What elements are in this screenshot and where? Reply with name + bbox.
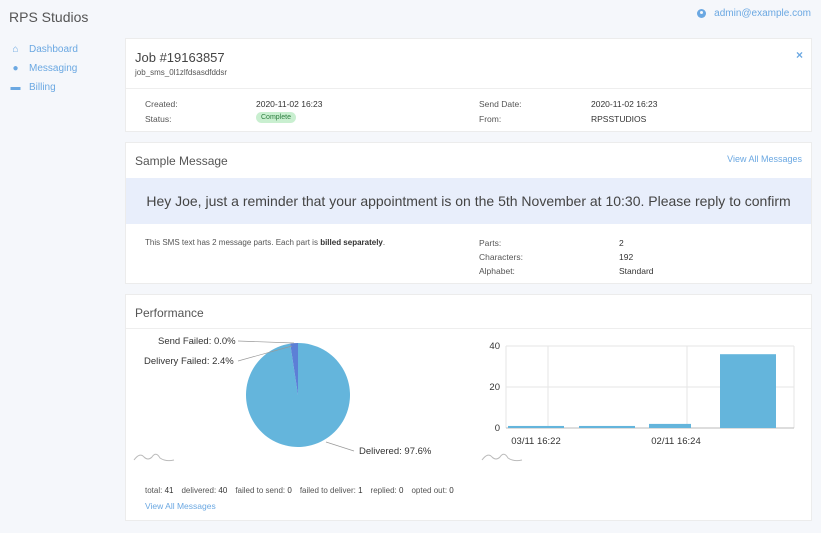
- send-date-label: Send Date:: [479, 99, 522, 109]
- alphabet-value: Standard: [619, 266, 654, 276]
- stat-value: 0: [399, 486, 404, 495]
- stat-label: delivered:: [181, 486, 217, 495]
- home-icon: ⌂: [12, 44, 19, 55]
- stat-label: failed to deliver:: [299, 486, 356, 495]
- chart-loader-icon: [481, 453, 523, 462]
- bar-chart: 0 20 40 03/11 16:22 02/11 16:24: [481, 341, 795, 462]
- bar: [508, 425, 564, 428]
- note-suffix: .: [382, 238, 386, 247]
- job-title: Job #19163857: [135, 50, 225, 65]
- stat-opted-out: opted out: 0: [411, 486, 453, 495]
- sms-parts-note: This SMS text has 2 message parts. Each …: [145, 238, 385, 247]
- parts-value: 2: [619, 238, 624, 248]
- stat-label: replied:: [370, 486, 397, 495]
- money-icon: ▬: [10, 82, 21, 93]
- stat-delivered: delivered: 40: [181, 486, 227, 495]
- created-label: Created:: [145, 99, 178, 109]
- note-bold: billed separately: [320, 238, 383, 247]
- sidebar-item-billing[interactable]: ▬ Billing: [10, 78, 78, 97]
- sidebar-item-dashboard[interactable]: ⌂ Dashboard: [10, 40, 78, 59]
- divider: [126, 328, 811, 329]
- divider: [126, 88, 811, 89]
- x-tick-label: 03/11 16:22: [511, 436, 560, 447]
- view-all-messages-link[interactable]: View All Messages: [727, 154, 802, 164]
- pie-slice: [290, 343, 298, 395]
- sidebar-item-label: Dashboard: [29, 44, 78, 55]
- from-label: From:: [479, 114, 502, 124]
- performance-title: Performance: [135, 306, 204, 320]
- pie-label: Delivery Failed: 2.4%: [144, 356, 234, 367]
- stat-value: 41: [164, 486, 174, 495]
- status-badge: Complete: [256, 112, 296, 123]
- performance-stats: total: 41 delivered: 40 failed to send: …: [145, 486, 454, 495]
- performance-card: Performance Send Failed: 0.0% Delivery Fa…: [125, 294, 812, 521]
- sample-message-text: Hey Joe, just a reminder that your appoi…: [126, 178, 811, 224]
- pie-chart: Send Failed: 0.0% Delivery Failed: 2.4% De…: [133, 336, 432, 462]
- app-title: RPS Studios: [9, 9, 89, 25]
- parts-label: Parts:: [479, 238, 502, 248]
- from-value: RPSSTUDIOS: [591, 114, 647, 124]
- alphabet-label: Alphabet:: [479, 266, 515, 276]
- chart-loader-icon: [133, 453, 175, 462]
- sidebar-item-label: Billing: [29, 82, 56, 93]
- user-circle-icon: [697, 9, 707, 18]
- stat-total: total: 41: [145, 486, 173, 495]
- y-tick-label: 40: [489, 341, 500, 352]
- stat-value: 0: [287, 486, 292, 495]
- sample-message-card: Sample Message View All Messages Hey Joe…: [125, 142, 812, 284]
- sidebar-item-messaging[interactable]: ● Messaging: [10, 59, 78, 78]
- stat-value: 1: [358, 486, 363, 495]
- pie-leader-line: [237, 345, 293, 362]
- stat-replied: replied: 0: [371, 486, 404, 495]
- note-prefix: This SMS text has 2 message parts. Each …: [145, 238, 321, 247]
- pie-label: Delivered: 97.6%: [359, 446, 432, 457]
- stat-value: 0: [449, 486, 454, 495]
- characters-value: 192: [619, 252, 634, 262]
- view-all-messages-link-2[interactable]: View All Messages: [145, 501, 216, 511]
- pie-leader-line: [325, 441, 355, 452]
- user-email[interactable]: admin@example.com: [714, 8, 811, 19]
- job-id: job_sms_0l1zlfdsasdfddsr: [135, 68, 228, 77]
- close-icon[interactable]: ×: [795, 48, 803, 62]
- bar: [720, 354, 776, 428]
- y-tick-label: 20: [489, 382, 500, 393]
- job-card: Job #19163857 job_sms_0l1zlfdsasdfddsr ×…: [125, 38, 812, 132]
- stat-value: 40: [218, 486, 228, 495]
- bar: [649, 423, 691, 428]
- stat-failed-send: failed to send: 0: [235, 486, 292, 495]
- y-tick-label: 0: [495, 423, 500, 434]
- pie-label: Send Failed: 0.0%: [158, 336, 236, 347]
- sidebar: ⌂ Dashboard ● Messaging ▬ Billing: [10, 40, 78, 97]
- created-value: 2020-11-02 16:23: [256, 99, 323, 109]
- stat-failed-deliver: failed to deliver: 1: [300, 486, 363, 495]
- chat-icon: ●: [12, 63, 19, 74]
- user-menu[interactable]: admin@example.com: [697, 8, 811, 19]
- status-label: Status:: [145, 114, 172, 124]
- stat-label: opted out:: [411, 486, 448, 495]
- pie-leader-line: [237, 340, 295, 344]
- stat-label: failed to send:: [235, 486, 286, 495]
- bar: [579, 425, 635, 428]
- sample-message-title: Sample Message: [135, 154, 228, 168]
- sidebar-item-label: Messaging: [29, 63, 78, 74]
- send-date-value: 2020-11-02 16:23: [591, 99, 658, 109]
- stat-label: total:: [145, 486, 163, 495]
- x-tick-label: 02/11 16:24: [651, 436, 700, 447]
- characters-label: Characters:: [479, 252, 523, 262]
